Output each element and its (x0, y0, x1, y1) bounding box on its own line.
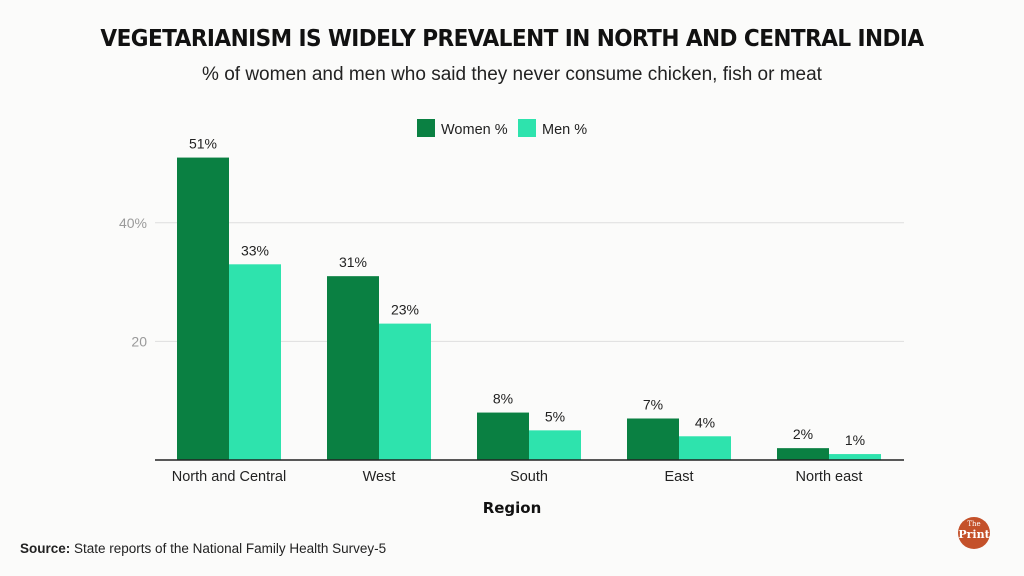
legend-swatch-men (518, 119, 536, 137)
chart-title: VEGETARIANISM IS WIDELY PREVALENT IN NOR… (100, 26, 924, 52)
data-label: 33% (241, 242, 269, 258)
legend: Women % Men % (417, 119, 587, 138)
x-tick-label: North east (796, 469, 863, 485)
data-label: 5% (545, 408, 565, 424)
bar-women (477, 412, 529, 460)
y-axis-ticks: 20 40% (119, 215, 147, 350)
bar-men (679, 436, 731, 460)
bar-women (177, 157, 229, 460)
bar-men (529, 430, 581, 460)
x-axis-title: Region (483, 499, 542, 517)
x-tick-label: West (363, 469, 396, 485)
y-tick-label: 40% (119, 215, 147, 231)
bar-men (829, 454, 881, 460)
source-note: Source: State reports of the National Fa… (20, 541, 386, 556)
bar-women (777, 448, 829, 460)
data-label: 1% (845, 432, 865, 448)
data-label: 7% (643, 396, 663, 412)
legend-label: Women % (441, 122, 508, 138)
legend-swatch-women (417, 119, 435, 137)
data-label: 51% (189, 136, 217, 152)
bar-men (379, 323, 431, 460)
data-label: 2% (793, 426, 813, 442)
data-label: 4% (695, 414, 715, 430)
x-tick-label: South (510, 469, 548, 485)
data-labels: 51% 33% 31% 23% 8% 5% 7% 4% 2% 1% (189, 136, 865, 449)
source-text: State reports of the National Family Hea… (70, 541, 387, 556)
chart-subtitle: % of women and men who said they never c… (202, 64, 822, 85)
data-label: 8% (493, 391, 513, 407)
data-label: 23% (391, 302, 419, 318)
bar-women (627, 418, 679, 460)
source-label: Source: (20, 541, 71, 556)
y-tick-label: 20 (131, 333, 147, 349)
bar-women (327, 276, 379, 460)
x-tick-label: East (664, 469, 693, 485)
logo-print: Print (958, 528, 990, 541)
theprint-logo: The Print (958, 517, 990, 549)
legend-label: Men % (542, 122, 587, 138)
x-tick-label: North and Central (172, 469, 286, 485)
data-label: 31% (339, 254, 367, 270)
bar-men (229, 264, 281, 460)
x-axis-ticks: North and Central West South East North east (172, 469, 863, 485)
bars (177, 157, 881, 460)
logo-the: The (967, 520, 981, 528)
